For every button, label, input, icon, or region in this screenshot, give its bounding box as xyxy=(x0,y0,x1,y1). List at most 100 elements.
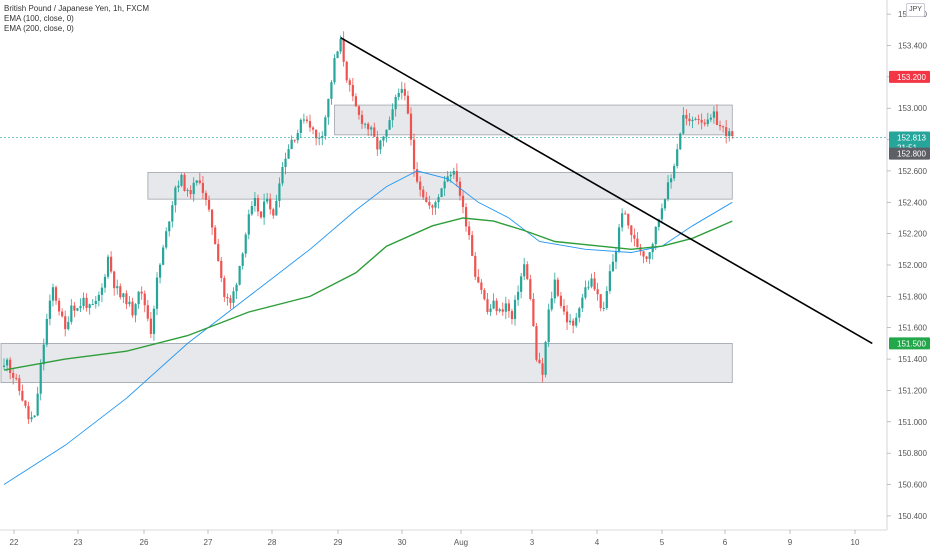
time-tick-label: 28 xyxy=(268,538,277,547)
candle-body xyxy=(88,304,91,308)
time-tick-label: 23 xyxy=(74,538,83,547)
trendline-layer[interactable] xyxy=(340,36,873,345)
candle-body xyxy=(666,182,670,200)
candle-body xyxy=(575,317,578,326)
candle-body xyxy=(541,363,544,375)
plot-area[interactable] xyxy=(0,0,887,530)
stop-price-tag xyxy=(889,70,930,83)
candle-body xyxy=(477,276,480,283)
candle-body xyxy=(602,307,605,309)
candle-body xyxy=(483,289,486,300)
candle-body xyxy=(611,261,615,272)
candle-body xyxy=(556,279,559,296)
candle-body xyxy=(210,209,214,228)
candle-body xyxy=(731,131,734,137)
target-price-tag xyxy=(889,337,930,350)
ema200-label[interactable]: EMA (200, close, 0) xyxy=(4,24,74,33)
price-tick-label: 152.600 xyxy=(898,167,927,176)
candle-body xyxy=(376,136,379,150)
candle-body xyxy=(578,308,581,318)
candle-body xyxy=(39,364,42,394)
time-axis[interactable]: 22 23 26 27 28 29 30 Aug 3 4 5 6 9 10 xyxy=(0,529,932,550)
candle-body xyxy=(256,197,260,212)
candle-body xyxy=(67,321,70,330)
candle-body xyxy=(165,231,168,248)
time-tick-label: 29 xyxy=(334,538,343,547)
symbol-title[interactable]: British Pound / Japanese Yen, 1h, FXCM xyxy=(4,4,149,13)
candle-body xyxy=(110,256,113,272)
candle-body xyxy=(569,320,572,323)
candle-body xyxy=(94,300,97,305)
candle-body xyxy=(624,213,627,215)
candle-body xyxy=(440,188,443,198)
candle-body xyxy=(2,365,6,367)
candle-body xyxy=(694,118,697,120)
candle-body xyxy=(379,140,382,150)
candle-body xyxy=(79,305,82,309)
candle-body xyxy=(452,171,455,175)
candle-body xyxy=(706,119,709,125)
candle-body xyxy=(241,253,244,266)
candle-body xyxy=(226,296,229,299)
ema-layer xyxy=(3,170,733,485)
candle-body xyxy=(614,251,618,262)
candle-body xyxy=(443,181,446,189)
candle-body xyxy=(275,200,278,216)
candle-body xyxy=(480,282,483,290)
candle-body xyxy=(682,115,685,134)
candle-body xyxy=(128,301,131,305)
candle-body xyxy=(146,305,149,319)
candle-body xyxy=(308,121,312,128)
time-tick-label: 30 xyxy=(398,538,407,547)
ema100-line xyxy=(3,170,733,485)
legend: British Pound / Japanese Yen, 1h, FXCM E… xyxy=(4,4,149,34)
ema100-label[interactable]: EMA (100, close, 0) xyxy=(4,14,74,23)
candle-body xyxy=(409,113,413,140)
candle-body xyxy=(636,238,639,248)
candle-body xyxy=(367,123,370,130)
candle-body xyxy=(149,318,152,334)
candle-body xyxy=(633,235,636,239)
candle-body xyxy=(278,183,281,201)
candle-body xyxy=(284,158,287,167)
candle-body xyxy=(140,291,143,294)
candle-body xyxy=(207,199,211,210)
candle-body xyxy=(385,129,388,137)
currency-badge[interactable]: JPY xyxy=(906,3,925,17)
candle-body xyxy=(617,227,621,252)
candle-body xyxy=(85,297,88,308)
entry-price-tag xyxy=(889,147,930,160)
price-tick-label: 150.400 xyxy=(898,512,927,521)
candle-body xyxy=(673,165,676,179)
candle-body xyxy=(486,299,489,312)
candle-body xyxy=(357,106,361,115)
candle-body xyxy=(565,311,569,323)
candle-body xyxy=(562,305,566,312)
candle-body xyxy=(70,305,73,322)
candle-body xyxy=(348,80,351,86)
price-tick-label: 151.400 xyxy=(898,355,927,364)
candle-body xyxy=(48,300,51,319)
candle-body xyxy=(238,265,241,285)
candle-body xyxy=(510,311,514,320)
candle-body xyxy=(599,294,602,308)
candle-body xyxy=(45,318,48,345)
price-tick-label: 150.800 xyxy=(898,449,927,458)
ema200-line xyxy=(3,217,733,371)
candle-body xyxy=(27,405,30,420)
time-tick-label: 6 xyxy=(723,538,728,547)
candle-body xyxy=(504,303,507,312)
candle-body xyxy=(513,299,517,320)
candle-body xyxy=(630,225,633,236)
price-tick-label: 151.200 xyxy=(898,386,927,395)
candle-body xyxy=(220,260,223,279)
candle-body xyxy=(54,287,58,301)
candle-body xyxy=(428,202,431,206)
candle-body xyxy=(492,300,495,309)
candle-body xyxy=(360,114,364,124)
candle-body xyxy=(669,178,673,183)
candle-body xyxy=(125,293,128,305)
candle-body xyxy=(516,291,520,300)
candle-body xyxy=(336,51,339,59)
